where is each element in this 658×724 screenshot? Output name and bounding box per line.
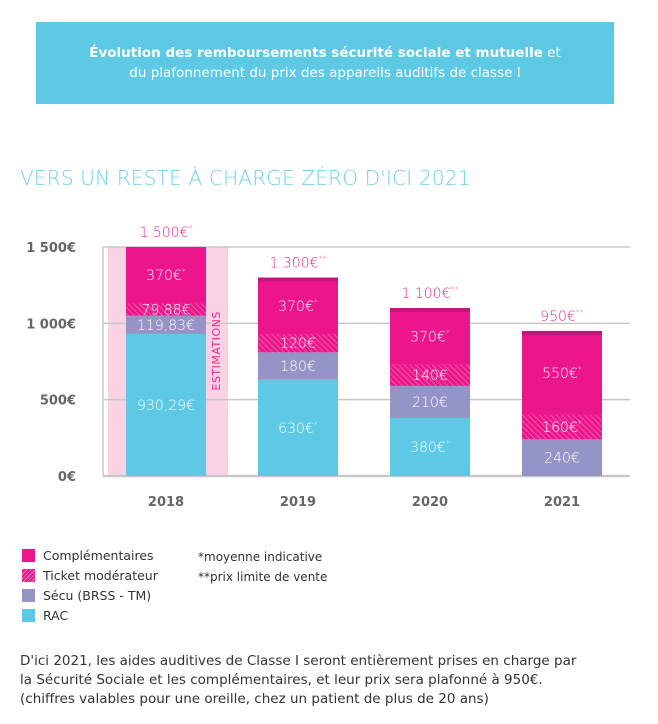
bar-segment	[258, 277, 338, 335]
banner-subtitle: du plafonnement du prix des appareils au…	[129, 65, 521, 81]
banner-title-rest: et	[542, 45, 561, 61]
segment-label: 550€*	[542, 365, 582, 382]
banner-title-bold: Évolution des remboursements sécurité so…	[89, 45, 543, 61]
bar-segment	[390, 417, 470, 476]
bar-segment	[258, 352, 338, 380]
bar-segment	[522, 330, 602, 415]
total-label: 1 100€**	[402, 285, 459, 302]
x-tick-label: 2020	[412, 495, 448, 510]
bar-segment	[126, 333, 206, 476]
segment-label: 210€	[412, 395, 448, 411]
legend-swatch	[22, 608, 35, 622]
legend-swatch	[22, 588, 35, 602]
legend-label: RAC	[43, 607, 69, 623]
section-heading: VERS UN RESTE À CHARGE ZÉRO D'ICI 2021	[20, 166, 471, 190]
legend-label: Complémentaires	[43, 547, 154, 563]
footer-line: D'ici 2021, les aides auditives de Class…	[20, 653, 577, 669]
segment-label: 79,88€	[142, 303, 191, 319]
segment-label: 180€	[280, 359, 316, 375]
footnote: *moyenne indicative	[198, 550, 323, 564]
bar-segment	[258, 379, 338, 476]
bar-segment	[390, 364, 470, 386]
legend-swatch	[22, 548, 35, 562]
footnote: **prix limite de vente	[198, 570, 328, 584]
total-label: 950€**	[540, 308, 584, 325]
legend-label: Sécu (BRSS - TM)	[43, 587, 152, 603]
y-tick-label: 500€	[40, 394, 76, 409]
y-tick-label: 1 500€	[26, 241, 76, 256]
total-label: 1 500€*	[140, 224, 193, 241]
segment-label: 119,83€	[137, 318, 195, 334]
segment-label: 930,29€	[137, 398, 195, 414]
bar-cap	[258, 277, 338, 282]
segment-label: 160€*	[542, 419, 582, 436]
segment-label: 370€*	[146, 267, 186, 284]
segment-label: 120€	[280, 336, 316, 352]
footer-line: la Sécurité Sociale et les complémentair…	[20, 672, 543, 688]
footer-line: (chiffres valables pour une oreille, che…	[20, 691, 489, 707]
legend-item-rac: RAC	[22, 605, 158, 625]
segment-label: 380€*	[410, 439, 450, 456]
bar-cap	[390, 308, 470, 313]
total-label: 1 300€**	[270, 255, 327, 272]
bar-segment	[390, 385, 470, 418]
bar-segment	[522, 439, 602, 476]
legend: Complémentaires Ticket modérateur Sécu (…	[22, 545, 158, 625]
legend-item-complementaires: Complémentaires	[22, 545, 158, 565]
title-banner: Évolution des remboursements sécurité so…	[36, 22, 614, 104]
bar-segment	[126, 315, 206, 334]
segment-label: 140€	[412, 368, 448, 384]
bar-cap	[522, 330, 602, 335]
bar-segment	[522, 414, 602, 440]
legend-item-ticket: Ticket modérateur	[22, 565, 158, 585]
bar-segment	[126, 303, 206, 316]
segment-label: 370€*	[278, 298, 318, 315]
legend-item-secu: Sécu (BRSS - TM)	[22, 585, 158, 605]
bar-segment	[126, 247, 206, 304]
footnotes: *moyenne indicative **prix limite de ven…	[198, 547, 327, 587]
x-tick-label: 2018	[148, 495, 184, 510]
x-tick-label: 2021	[544, 495, 580, 510]
x-tick-label: 2019	[280, 495, 316, 510]
y-tick-label: 0€	[58, 470, 76, 485]
bar-segment	[258, 334, 338, 353]
segment-label: 370€*	[410, 328, 450, 345]
estimations-annotation: ESTIMATIONS	[210, 311, 223, 390]
footer-text: D'ici 2021, les aides auditives de Class…	[20, 652, 640, 709]
bar-segment	[390, 308, 470, 365]
y-tick-label: 1 000€	[26, 317, 76, 332]
segment-label: 630€*	[278, 420, 318, 437]
legend-label: Ticket modérateur	[43, 567, 158, 583]
legend-swatch-hatched	[22, 568, 35, 582]
segment-label: 240€	[544, 451, 580, 467]
stacked-bar-chart: 0€ 500€ 1 000€ 1 500€ 930,29€ 119,83€79,88€ 37…	[26, 224, 630, 510]
